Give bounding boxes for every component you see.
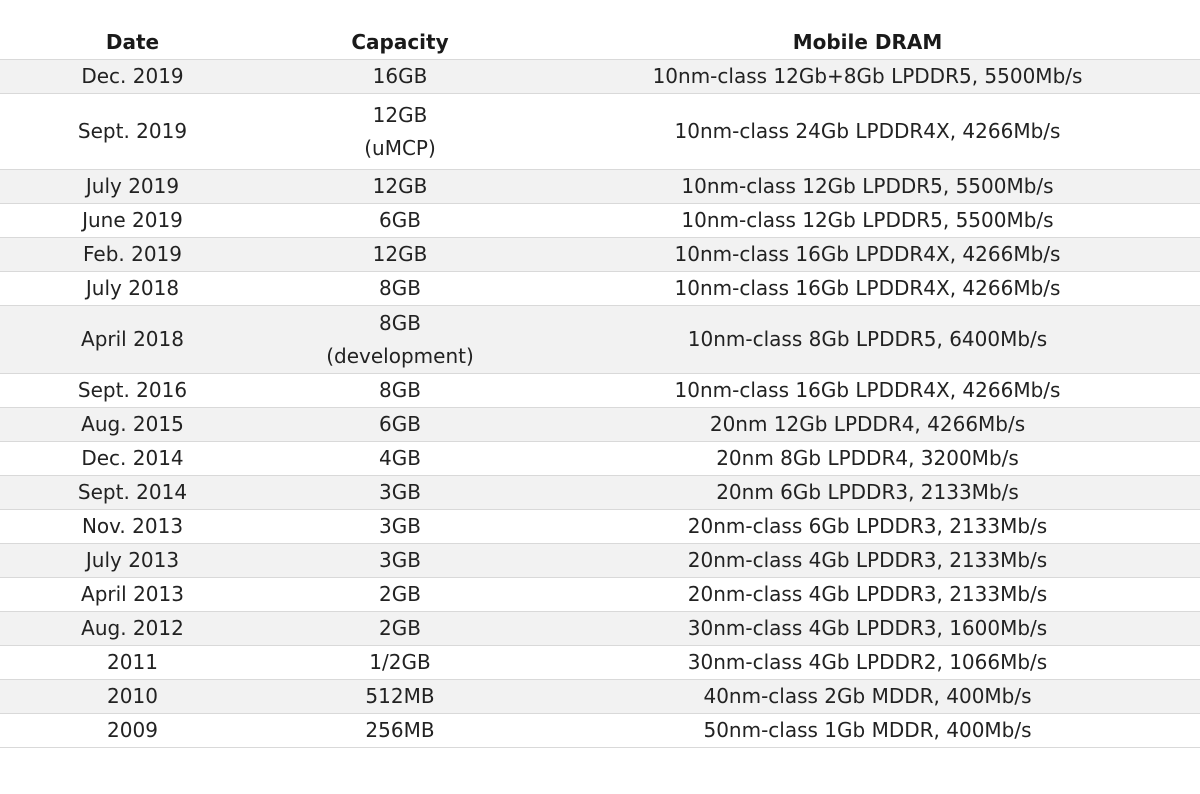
capacity-value: 12GB: [372, 102, 428, 127]
date-cell: April 2013: [0, 577, 265, 612]
date-cell: Aug. 2015: [0, 407, 265, 442]
table-row: April 2018 8GB (development) 10nm-class 8Gb…: [0, 305, 1200, 374]
capacity-cell: 3GB: [265, 509, 535, 544]
table-row: Feb. 2019 12GB 10nm-class 16Gb LPDDR4X, 42…: [0, 237, 1200, 272]
table-row: 2011 1/2GB 30nm-class 4Gb LPDDR2, 1066Mb/s: [0, 645, 1200, 680]
date-cell: July 2019: [0, 169, 265, 204]
capacity-cell: 2GB: [265, 577, 535, 612]
date-cell: Sept. 2016: [0, 373, 265, 408]
table-row: July 2019 12GB 10nm-class 12Gb LPDDR5, 550…: [0, 169, 1200, 204]
capacity-cell: 3GB: [265, 543, 535, 578]
header-capacity: Capacity: [351, 30, 449, 54]
table-body: Dec. 2019 16GB 10nm-class 12Gb+8Gb LPDDR5,…: [0, 59, 1200, 748]
mobile-dram-cell: 50nm-class 1Gb MDDR, 400Mb/s: [535, 713, 1200, 748]
capacity-cell: 512MB: [265, 679, 535, 714]
mobile-dram-cell: 20nm 6Gb LPDDR3, 2133Mb/s: [535, 475, 1200, 510]
mobile-dram-cell: 40nm-class 2Gb MDDR, 400Mb/s: [535, 679, 1200, 714]
mobile-dram-cell: 20nm-class 6Gb LPDDR3, 2133Mb/s: [535, 509, 1200, 544]
table-row: Sept. 2016 8GB 10nm-class 16Gb LPDDR4X, 42…: [0, 373, 1200, 408]
table-row: Nov. 2013 3GB 20nm-class 6Gb LPDDR3, 2133M…: [0, 509, 1200, 544]
capacity-cell: 12GB (uMCP): [265, 93, 535, 170]
capacity-cell: 6GB: [265, 407, 535, 442]
mobile-dram-cell: 20nm-class 4Gb LPDDR3, 2133Mb/s: [535, 577, 1200, 612]
mobile-dram-cell: 10nm-class 12Gb LPDDR5, 5500Mb/s: [535, 169, 1200, 204]
table-row: Dec. 2014 4GB 20nm 8Gb LPDDR4, 3200Mb/s: [0, 441, 1200, 476]
capacity-cell: 12GB: [265, 169, 535, 204]
capacity-cell: 8GB: [265, 373, 535, 408]
date-cell: Dec. 2014: [0, 441, 265, 476]
capacity-cell: 12GB: [265, 237, 535, 272]
mobile-dram-cell: 20nm 8Gb LPDDR4, 3200Mb/s: [535, 441, 1200, 476]
table-row: Aug. 2012 2GB 30nm-class 4Gb LPDDR3, 1600M…: [0, 611, 1200, 646]
table-row: Dec. 2019 16GB 10nm-class 12Gb+8Gb LPDDR5,…: [0, 59, 1200, 94]
capacity-note: (uMCP): [364, 135, 436, 160]
date-cell: Dec. 2019: [0, 59, 265, 94]
table-header-row: Date Capacity Mobile DRAM: [0, 25, 1200, 60]
date-cell: June 2019: [0, 203, 265, 238]
mobile-dram-table: Date Capacity Mobile DRAM Dec. 2019 16GB 1…: [0, 25, 1200, 748]
capacity-cell: 6GB: [265, 203, 535, 238]
table-row: Aug. 2015 6GB 20nm 12Gb LPDDR4, 4266Mb/s: [0, 407, 1200, 442]
table-row: Sept. 2019 12GB (uMCP) 10nm-class 24Gb LPDD…: [0, 93, 1200, 170]
mobile-dram-cell: 10nm-class 12Gb LPDDR5, 5500Mb/s: [535, 203, 1200, 238]
table-row: Sept. 2014 3GB 20nm 6Gb LPDDR3, 2133Mb/s: [0, 475, 1200, 510]
date-cell: 2011: [0, 645, 265, 680]
date-cell: 2009: [0, 713, 265, 748]
mobile-dram-cell: 10nm-class 16Gb LPDDR4X, 4266Mb/s: [535, 271, 1200, 306]
capacity-value: 8GB: [379, 310, 421, 335]
table-row: 2009 256MB 50nm-class 1Gb MDDR, 400Mb/s: [0, 713, 1200, 748]
mobile-dram-cell: 30nm-class 4Gb LPDDR3, 1600Mb/s: [535, 611, 1200, 646]
capacity-cell: 256MB: [265, 713, 535, 748]
date-cell: Nov. 2013: [0, 509, 265, 544]
table-row: April 2013 2GB 20nm-class 4Gb LPDDR3, 2133…: [0, 577, 1200, 612]
mobile-dram-cell: 10nm-class 16Gb LPDDR4X, 4266Mb/s: [535, 237, 1200, 272]
date-cell: Sept. 2019: [0, 93, 265, 170]
header-mobile-dram: Mobile DRAM: [792, 30, 943, 54]
capacity-note: (development): [326, 343, 474, 368]
date-cell: July 2018: [0, 271, 265, 306]
date-cell: Feb. 2019: [0, 237, 265, 272]
date-cell: Aug. 2012: [0, 611, 265, 646]
table-row: July 2018 8GB 10nm-class 16Gb LPDDR4X, 426…: [0, 271, 1200, 306]
mobile-dram-cell: 30nm-class 4Gb LPDDR2, 1066Mb/s: [535, 645, 1200, 680]
date-cell: 2010: [0, 679, 265, 714]
capacity-cell: 3GB: [265, 475, 535, 510]
capacity-cell: 8GB: [265, 271, 535, 306]
mobile-dram-cell: 10nm-class 12Gb+8Gb LPDDR5, 5500Mb/s: [535, 59, 1200, 94]
capacity-cell: 8GB (development): [265, 305, 535, 374]
mobile-dram-cell: 20nm 12Gb LPDDR4, 4266Mb/s: [535, 407, 1200, 442]
capacity-cell: 2GB: [265, 611, 535, 646]
date-cell: April 2018: [0, 305, 265, 374]
capacity-cell: 16GB: [265, 59, 535, 94]
mobile-dram-cell: 10nm-class 16Gb LPDDR4X, 4266Mb/s: [535, 373, 1200, 408]
mobile-dram-cell: 10nm-class 8Gb LPDDR5, 6400Mb/s: [535, 305, 1200, 374]
mobile-dram-cell: 10nm-class 24Gb LPDDR4X, 4266Mb/s: [535, 93, 1200, 170]
capacity-cell: 1/2GB: [265, 645, 535, 680]
capacity-cell: 4GB: [265, 441, 535, 476]
date-cell: Sept. 2014: [0, 475, 265, 510]
header-date: Date: [105, 30, 160, 54]
table-row: 2010 512MB 40nm-class 2Gb MDDR, 400Mb/s: [0, 679, 1200, 714]
table-row: June 2019 6GB 10nm-class 12Gb LPDDR5, 5500…: [0, 203, 1200, 238]
table-row: July 2013 3GB 20nm-class 4Gb LPDDR3, 2133M…: [0, 543, 1200, 578]
mobile-dram-cell: 20nm-class 4Gb LPDDR3, 2133Mb/s: [535, 543, 1200, 578]
date-cell: July 2013: [0, 543, 265, 578]
